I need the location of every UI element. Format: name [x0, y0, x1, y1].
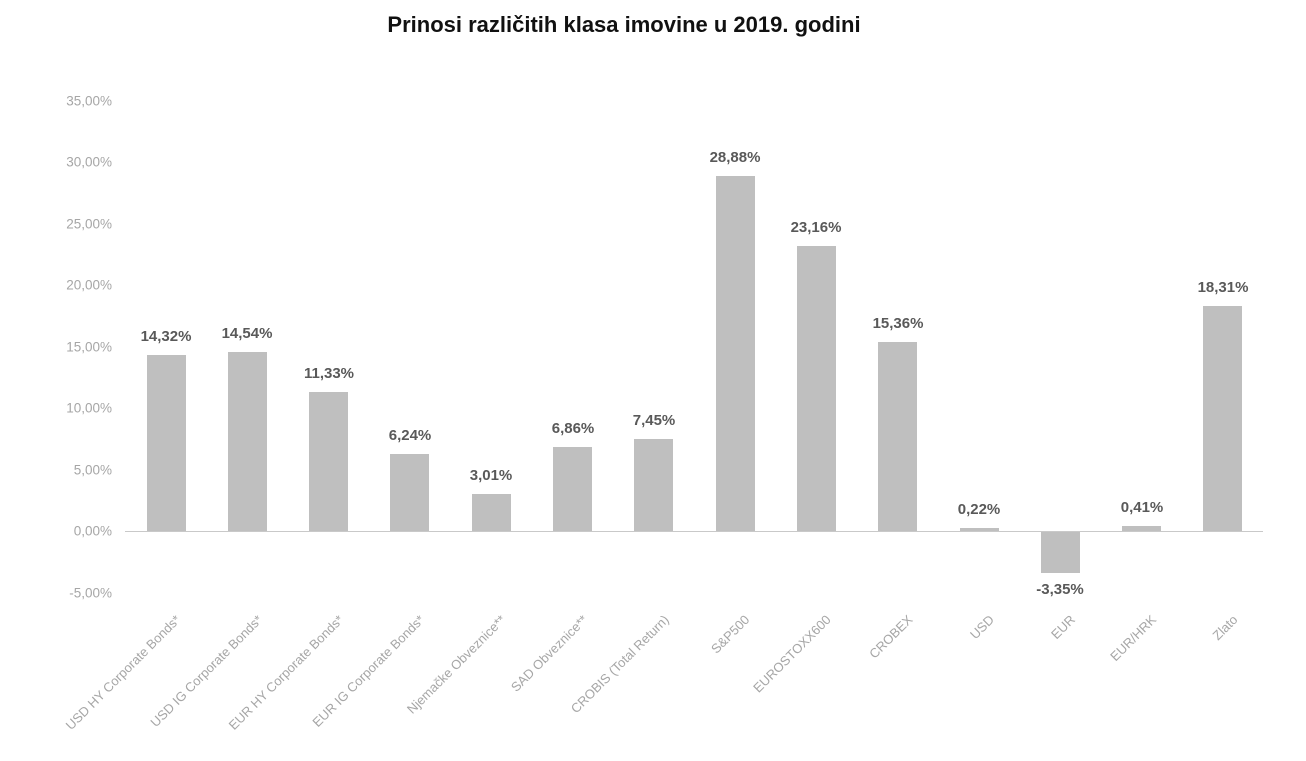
bar-value-label: 28,88% — [709, 149, 761, 166]
bar — [228, 352, 267, 531]
bar-value-label: 23,16% — [790, 219, 842, 236]
x-category-label: EUROSTOXX600 — [750, 612, 835, 696]
bar-value-label: -3,35% — [1036, 581, 1084, 598]
y-tick-label: 5,00% — [73, 462, 112, 477]
y-tick-label: 15,00% — [66, 339, 112, 354]
bar-value-label: 0,41% — [1120, 499, 1164, 516]
y-tick-label: 30,00% — [66, 154, 112, 170]
bar — [553, 447, 592, 531]
bar — [634, 439, 673, 531]
bar — [309, 392, 348, 531]
bar-value-label: 6,86% — [551, 420, 595, 437]
bar-value-label: 3,01% — [469, 467, 513, 484]
y-tick-label: 10,00% — [66, 400, 112, 416]
x-category-label: EUR — [1047, 612, 1078, 643]
x-category-label: CROBEX — [865, 612, 916, 662]
bar — [1122, 526, 1161, 531]
x-axis-line — [125, 531, 1263, 532]
x-category-label: SAD Obveznice** — [507, 612, 591, 695]
bar-value-label: 6,24% — [388, 427, 432, 444]
bar — [960, 528, 999, 531]
bar-value-label: 7,45% — [632, 412, 676, 429]
y-tick-label: 20,00% — [66, 277, 112, 293]
x-category-label: Zlato — [1209, 612, 1241, 644]
y-tick-label: 35,00% — [66, 93, 112, 108]
bar — [878, 342, 917, 531]
bar-value-label: 14,32% — [140, 328, 192, 345]
bar — [797, 246, 836, 531]
bar-value-label: 15,36% — [872, 315, 924, 332]
bar — [472, 494, 511, 531]
bar-value-label: 11,33% — [303, 365, 355, 382]
bar — [390, 454, 429, 531]
bar — [716, 176, 755, 531]
y-tick-label: 0,00% — [73, 523, 112, 539]
bar-value-label: 14,54% — [221, 325, 273, 342]
x-category-label: EUR/HRK — [1107, 612, 1160, 664]
chart-title: Prinosi različitih klasa imovine u 2019.… — [387, 12, 861, 37]
bar — [1041, 532, 1080, 573]
x-category-label: USD — [966, 612, 997, 643]
x-category-label: S&P500 — [708, 612, 753, 657]
y-tick-label: -5,00% — [69, 585, 112, 600]
bar-value-label: 18,31% — [1197, 279, 1249, 296]
y-tick-label: 25,00% — [66, 216, 112, 231]
bar — [147, 355, 186, 531]
bar — [1203, 306, 1242, 531]
bar-value-label: 0,22% — [957, 501, 1001, 518]
